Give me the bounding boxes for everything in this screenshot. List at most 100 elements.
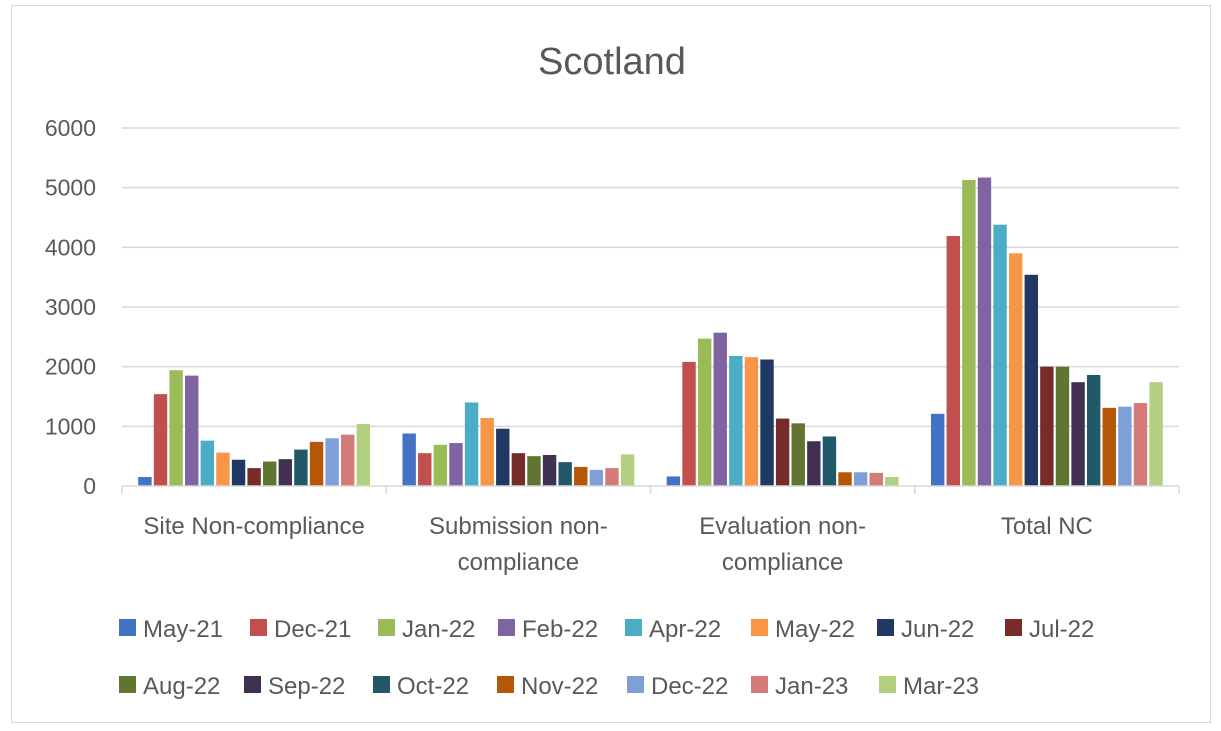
legend-item: Apr-22 <box>625 616 721 643</box>
bar-aug-22 <box>791 423 805 486</box>
bar-chart: Scotland 0 1000 2000 3000 4000 5000 6000 Site … <box>45 41 1180 700</box>
legend-swatch <box>879 676 896 693</box>
bar-dec-22 <box>325 438 339 486</box>
legend-swatch <box>1005 619 1022 636</box>
legend-label: Aug-22 <box>143 673 220 700</box>
legend-item: Aug-22 <box>119 673 220 700</box>
legend-swatch <box>498 619 515 636</box>
bar-sep-22 <box>278 459 293 486</box>
bar-jul-22 <box>247 468 261 486</box>
legend-item: May-22 <box>751 616 855 643</box>
category-label: compliance <box>722 549 843 576</box>
legend-label: Oct-22 <box>397 673 469 700</box>
legend-label: Dec-22 <box>651 673 728 700</box>
bar-nov-22 <box>1102 407 1116 486</box>
legend-item: Oct-22 <box>373 673 469 700</box>
bar-sep-22 <box>1071 382 1085 486</box>
category-label: Submission non- <box>429 513 608 540</box>
legend-label: Sep-22 <box>268 673 345 700</box>
legend-label: Mar-23 <box>903 673 979 700</box>
bar-may-21 <box>402 433 416 486</box>
bar-jun-22 <box>760 359 774 486</box>
bar-jan-23 <box>341 434 355 486</box>
legend-swatch <box>119 619 136 636</box>
bar-feb-22 <box>977 177 992 487</box>
legend-label: Dec-21 <box>274 616 351 643</box>
legend-label: May-21 <box>143 616 223 643</box>
bar-jul-22 <box>511 453 526 486</box>
y-tick-label: 6000 <box>45 115 96 141</box>
legend-item: May-21 <box>119 616 223 643</box>
bar-oct-22 <box>558 462 572 486</box>
category-label: Total NC <box>1001 513 1093 540</box>
bar-feb-22 <box>713 332 727 486</box>
bar-aug-22 <box>263 461 277 486</box>
bar-jan-22 <box>169 370 183 486</box>
bar-jun-22 <box>496 428 510 486</box>
bar-jul-22 <box>775 418 790 486</box>
legend-swatch <box>244 676 261 693</box>
y-tick-label: 2000 <box>45 354 96 380</box>
bar-dec-22 <box>853 472 868 486</box>
legend-item: Jul-22 <box>1005 616 1094 643</box>
category-label: Evaluation non- <box>699 513 866 540</box>
legend-swatch <box>250 619 267 636</box>
bar-oct-22 <box>822 436 837 486</box>
bar-apr-22 <box>993 224 1007 486</box>
y-axis: 0 1000 2000 3000 4000 5000 6000 <box>45 115 96 499</box>
bar-aug-22 <box>1055 366 1070 486</box>
bars <box>138 177 1163 487</box>
bar-dec-21 <box>418 453 432 486</box>
legend-item: Dec-21 <box>250 616 351 643</box>
legend-swatch <box>627 676 644 693</box>
legend-swatch <box>625 619 642 636</box>
bar-jan-23 <box>605 468 619 486</box>
bar-dec-22 <box>589 469 604 486</box>
y-tick-label: 1000 <box>45 413 96 439</box>
chart-frame: Scotland 0 1000 2000 3000 4000 5000 6000 Site … <box>11 5 1211 723</box>
legend-label: Apr-22 <box>649 616 721 643</box>
legend-item: Sep-22 <box>244 673 345 700</box>
legend-swatch <box>751 676 768 693</box>
chart-title: Scotland <box>538 41 686 83</box>
legend-swatch <box>877 619 894 636</box>
bar-sep-22 <box>542 454 557 486</box>
bar-may-22 <box>744 357 759 486</box>
legend-label: Feb-22 <box>522 616 598 643</box>
bar-jan-23 <box>869 472 883 486</box>
legend-item: Dec-22 <box>627 673 728 700</box>
legend-item: Jun-22 <box>877 616 974 643</box>
bar-oct-22 <box>294 449 308 486</box>
bar-may-22 <box>480 417 494 486</box>
bar-jun-22 <box>1024 274 1038 486</box>
legend-item: Jan-23 <box>751 673 848 700</box>
bar-may-21 <box>666 476 681 486</box>
legend-item: Jan-22 <box>378 616 475 643</box>
legend-swatch <box>751 619 768 636</box>
bar-mar-23 <box>620 454 635 486</box>
legend-label: Jan-23 <box>775 673 848 700</box>
legend-label: Jun-22 <box>901 616 974 643</box>
bar-jan-22 <box>962 179 976 486</box>
bar-mar-23 <box>356 423 371 486</box>
category-label: compliance <box>458 549 579 576</box>
legend-label: May-22 <box>775 616 855 643</box>
bar-sep-22 <box>807 441 821 486</box>
bar-jul-22 <box>1040 366 1054 486</box>
legend-swatch <box>497 676 514 693</box>
bar-mar-23 <box>885 477 899 486</box>
bar-apr-22 <box>729 355 743 486</box>
bar-jan-22 <box>433 444 448 486</box>
legend-label: Jan-22 <box>402 616 475 643</box>
legend-item: Nov-22 <box>497 673 598 700</box>
bar-nov-22 <box>838 472 852 486</box>
y-tick-label: 0 <box>83 473 96 499</box>
legend-swatch <box>373 676 390 693</box>
legend-label: Jul-22 <box>1029 616 1094 643</box>
legend-swatch <box>378 619 395 636</box>
bar-dec-22 <box>1118 406 1132 486</box>
bar-apr-22 <box>200 440 215 486</box>
bar-may-22 <box>216 452 230 486</box>
bar-jan-22 <box>697 338 712 486</box>
bar-jan-23 <box>1133 403 1148 486</box>
